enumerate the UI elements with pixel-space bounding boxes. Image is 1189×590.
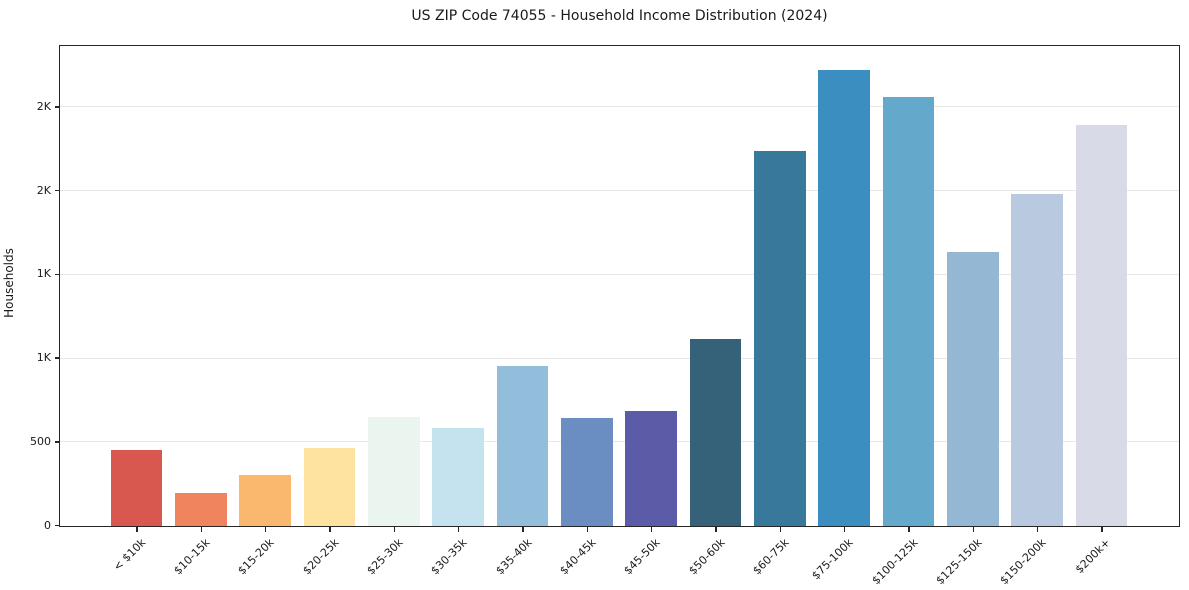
x-tick-mark xyxy=(457,527,460,532)
y-tick-mark xyxy=(55,524,59,527)
gridline xyxy=(60,441,1179,443)
y-tick-label: 2K xyxy=(36,183,51,197)
plot-area xyxy=(59,45,1180,527)
x-tick-mark xyxy=(843,527,846,532)
x-tick-mark xyxy=(522,527,524,532)
x-tick-mark xyxy=(393,527,396,532)
x-tick-mark xyxy=(136,527,138,532)
bar-15-20k xyxy=(239,474,291,526)
gridline xyxy=(60,106,1179,108)
x-tick-label: $45-50k xyxy=(621,536,663,578)
bar-40-45k xyxy=(561,417,613,526)
y-tick-label: 500 xyxy=(30,434,51,448)
bar-200k xyxy=(1075,124,1128,526)
y-tick-label: 0 xyxy=(44,518,51,532)
y-axis-label: Households xyxy=(2,248,16,318)
y-tick-label: 2K xyxy=(36,99,51,113)
bar-35-40k xyxy=(496,366,549,526)
bar-10k xyxy=(110,449,163,526)
bar-30-35k xyxy=(432,428,484,526)
gridline xyxy=(60,190,1179,192)
y-tick-label: 1K xyxy=(36,267,51,281)
bar-25-30k xyxy=(368,417,420,526)
x-tick-label: $15-20k xyxy=(235,536,277,578)
gridline xyxy=(60,273,1179,275)
y-tick-mark xyxy=(55,189,59,192)
x-tick-mark xyxy=(586,527,589,532)
y-tick-mark xyxy=(55,357,59,359)
chart-title: US ZIP Code 74055 - Household Income Dis… xyxy=(411,8,828,24)
x-tick-label: $10-15k xyxy=(171,536,213,578)
bar-50-60k xyxy=(689,339,742,526)
x-tick-mark xyxy=(779,527,782,532)
y-tick-label: 1K xyxy=(36,351,51,365)
x-tick-mark xyxy=(650,527,653,532)
gridline xyxy=(60,357,1179,359)
x-tick-label: $200k+ xyxy=(1073,536,1114,577)
y-tick-mark xyxy=(55,273,59,276)
x-tick-label: $100-125k xyxy=(869,536,921,588)
x-tick-mark xyxy=(1101,527,1103,532)
bar-125-150k xyxy=(947,252,999,526)
x-tick-label: $75-100k xyxy=(809,536,856,583)
x-tick-mark xyxy=(715,527,717,532)
x-tick-label: $40-45k xyxy=(557,536,599,578)
x-tick-label: $60-75k xyxy=(750,536,792,578)
bar-10-15k xyxy=(175,493,227,526)
x-tick-label: $150-200k xyxy=(997,536,1049,588)
x-tick-mark xyxy=(1036,527,1039,532)
x-tick-label: $30-35k xyxy=(428,536,470,578)
x-tick-mark xyxy=(972,527,975,532)
bar-60-75k xyxy=(754,150,806,526)
bar-150-200k xyxy=(1011,194,1063,526)
x-tick-label: < $10k xyxy=(110,536,149,574)
y-tick-mark xyxy=(55,106,59,108)
x-tick-mark xyxy=(908,527,910,532)
bar-75-100k xyxy=(818,70,870,526)
bar-20-25k xyxy=(303,448,356,526)
x-tick-label: $35-40k xyxy=(492,536,535,578)
bar-100-125k xyxy=(882,97,935,526)
x-tick-label: $25-30k xyxy=(364,536,406,578)
x-tick-label: $20-25k xyxy=(299,536,342,578)
y-tick-mark xyxy=(55,441,59,443)
bar-45-50k xyxy=(625,411,677,526)
x-tick-mark xyxy=(264,527,267,532)
x-tick-mark xyxy=(200,527,203,532)
x-tick-mark xyxy=(329,527,331,532)
x-tick-label: $50-60k xyxy=(685,536,728,578)
x-tick-label: $125-150k xyxy=(933,536,985,588)
